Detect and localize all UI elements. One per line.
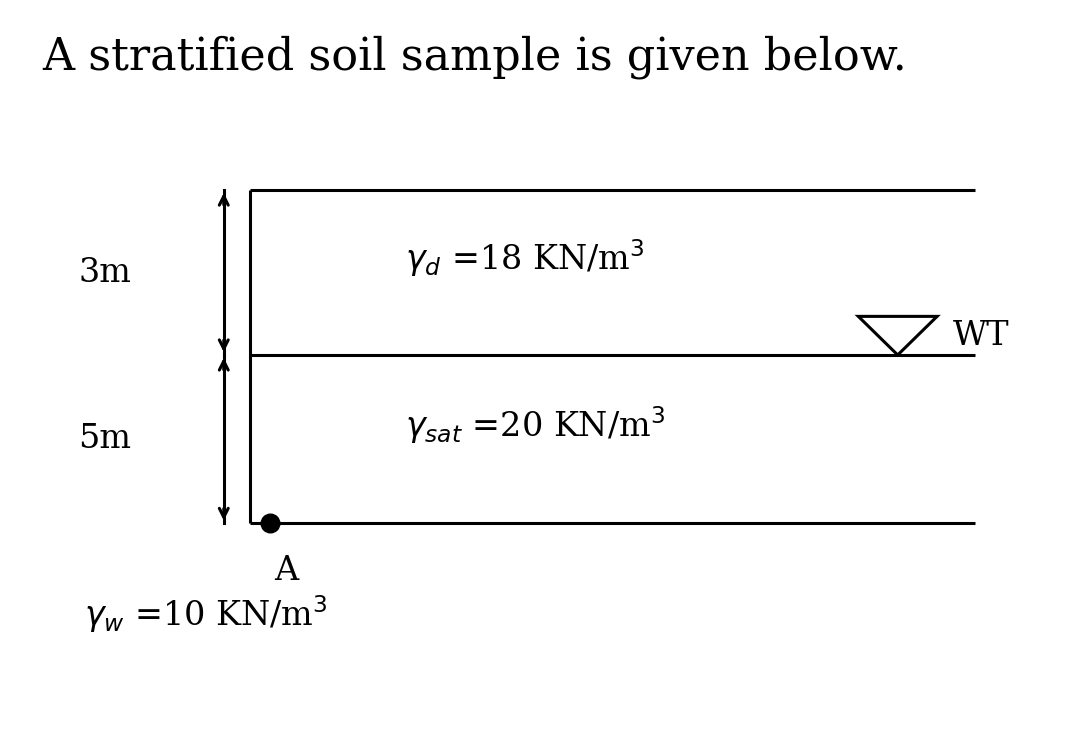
Text: $\gamma_w$ =10 KN/m$^3$: $\gamma_w$ =10 KN/m$^3$ xyxy=(84,594,327,635)
Text: WT: WT xyxy=(953,319,1010,352)
Text: 3m: 3m xyxy=(78,257,131,289)
Text: $\gamma_{sat}$ =20 KN/m$^3$: $\gamma_{sat}$ =20 KN/m$^3$ xyxy=(405,404,665,446)
Text: $\gamma_d$ =18 KN/m$^3$: $\gamma_d$ =18 KN/m$^3$ xyxy=(405,238,645,279)
Text: 5m: 5m xyxy=(78,423,131,455)
Text: A stratified soil sample is given below.: A stratified soil sample is given below. xyxy=(42,36,907,80)
Text: A: A xyxy=(274,555,298,587)
Point xyxy=(261,518,279,529)
